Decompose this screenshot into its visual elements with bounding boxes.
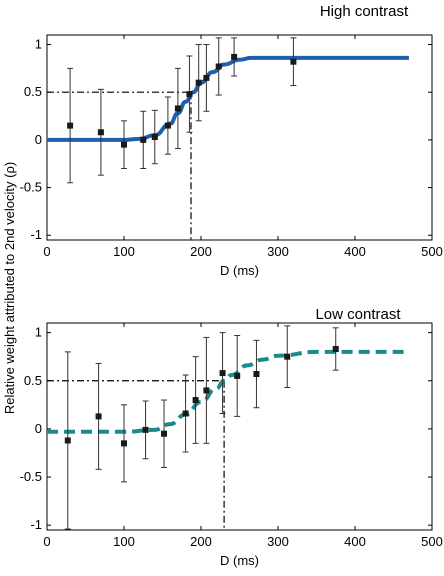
chart-panel-high-contrast: 0 100 200 300 400 500 -1 -0.5 0 0.5 1 D (ms) High co… <box>20 3 443 278</box>
y-tick-label: -1 <box>30 227 42 242</box>
y-tick-label: 0 <box>35 132 42 147</box>
x-axis-label: D (ms) <box>220 263 259 278</box>
axes-box <box>46 322 433 531</box>
x-tick-label: 100 <box>113 534 135 549</box>
data-point <box>151 134 158 141</box>
data-point <box>203 387 210 394</box>
x-tick-label: 400 <box>344 244 366 259</box>
x-tick-label: 300 <box>267 534 289 549</box>
y-tick-label: -0.5 <box>20 469 42 484</box>
x-axis-label: D (ms) <box>220 553 259 568</box>
data-point <box>182 410 189 417</box>
y-tick-label: 1 <box>35 325 42 340</box>
data-point <box>195 79 202 86</box>
chart-title: High contrast <box>320 3 409 20</box>
data-point <box>174 105 181 112</box>
x-tick-label: 0 <box>43 534 50 549</box>
x-tick-label: 100 <box>113 244 135 259</box>
data-point <box>290 58 297 65</box>
data-point <box>219 370 226 377</box>
x-tick-label: 500 <box>421 244 443 259</box>
y-tick-label: 0.5 <box>24 373 42 388</box>
y-tick-label: 0.5 <box>24 84 42 99</box>
y-tick-label: -1 <box>30 517 42 532</box>
data-point <box>234 372 241 379</box>
x-tick-label: 400 <box>344 534 366 549</box>
data-point <box>67 122 74 129</box>
chart-title: Low contrast <box>315 306 401 323</box>
data-point <box>186 91 193 98</box>
x-tick-label: 200 <box>190 534 212 549</box>
fitted-curve <box>46 349 406 434</box>
data-point <box>140 136 147 143</box>
data-point <box>97 129 104 136</box>
chart-panel-low-contrast: 0 100 200 300 400 500 -1 -0.5 0 0.5 1 D (ms) Low con… <box>20 306 443 568</box>
x-tick-label: 0 <box>43 244 50 259</box>
data-point <box>121 141 127 148</box>
data-point <box>121 440 127 447</box>
data-point <box>231 53 238 60</box>
data-point <box>192 397 199 404</box>
y-tick-label: 1 <box>35 37 42 52</box>
y-tick-label: 0 <box>35 421 42 436</box>
y-tick-label: -0.5 <box>20 180 42 195</box>
y-axis-label: Relative weight attributed to 2nd veloci… <box>2 162 17 414</box>
data-point <box>203 74 210 81</box>
x-tick-label: 300 <box>267 244 289 259</box>
data-point <box>95 413 102 420</box>
data-point <box>164 122 171 129</box>
x-tick-label: 500 <box>421 534 443 549</box>
data-point <box>142 426 149 433</box>
x-tick-label: 200 <box>190 244 212 259</box>
data-point <box>332 345 339 352</box>
data-point <box>284 353 291 360</box>
data-point <box>215 63 222 70</box>
data-point <box>161 430 168 437</box>
data-point <box>64 437 71 444</box>
data-point <box>253 371 260 378</box>
axes-box <box>46 34 433 241</box>
